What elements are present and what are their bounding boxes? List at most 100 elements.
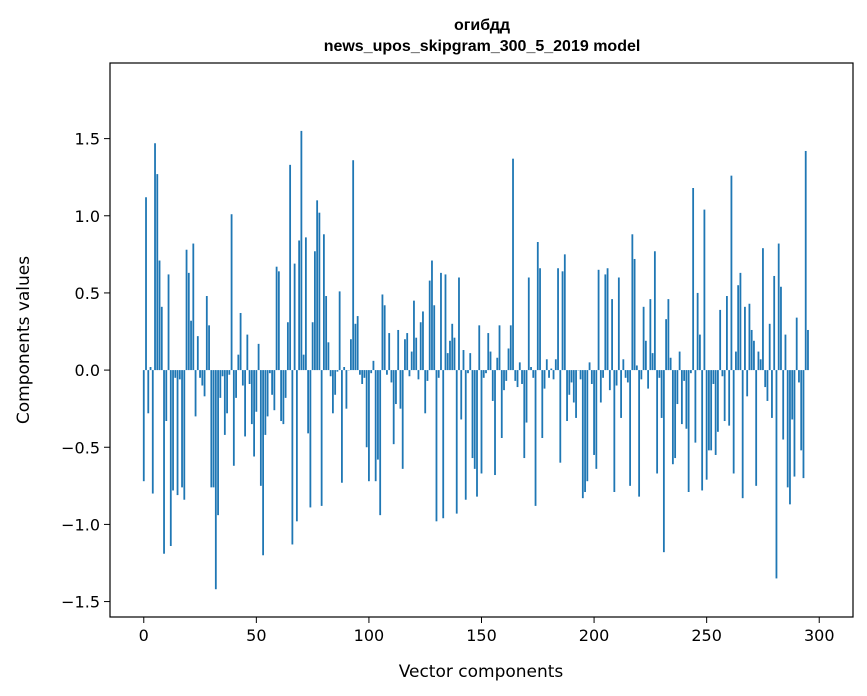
- bar-57: [271, 370, 274, 395]
- bar-208: [611, 299, 613, 371]
- bar-58: [273, 370, 276, 411]
- bar-152: [485, 370, 487, 374]
- bar-293: [802, 370, 805, 479]
- bar-87: [338, 291, 341, 371]
- bar-280: [773, 275, 776, 371]
- x-tick-label: 100: [354, 626, 385, 645]
- bar-239: [680, 370, 683, 425]
- bar-264: [737, 285, 740, 371]
- bar-109: [388, 333, 391, 371]
- y-tick-label: 1.0: [75, 207, 100, 226]
- bar-99: [365, 370, 368, 448]
- bar-3: [149, 367, 152, 371]
- bar-160: [503, 370, 505, 391]
- x-tick-label: 50: [246, 626, 266, 645]
- bar-127: [428, 280, 431, 371]
- bar-182: [552, 370, 555, 380]
- bar-266: [741, 370, 744, 499]
- bar-10: [165, 370, 168, 422]
- bar-249: [703, 209, 706, 371]
- bar-119: [410, 351, 413, 371]
- bar-92: [350, 339, 352, 371]
- bar-39: [230, 214, 233, 371]
- bar-27: [203, 370, 206, 397]
- bar-32: [214, 370, 217, 590]
- bar-271: [753, 340, 755, 371]
- bar-251: [708, 370, 710, 451]
- bar-79: [320, 370, 323, 506]
- chart-title: огибдд: [454, 17, 510, 34]
- bar-284: [782, 370, 785, 440]
- bar-100: [368, 370, 370, 482]
- bar-105: [379, 370, 382, 516]
- bar-96: [359, 370, 361, 375]
- bar-6: [156, 174, 159, 371]
- bar-286: [786, 370, 789, 488]
- bar-145: [469, 353, 472, 371]
- bar-148: [476, 370, 478, 497]
- bar-273: [757, 351, 760, 371]
- bar-186: [561, 271, 564, 371]
- bar-199: [590, 370, 593, 384]
- bar-97: [361, 370, 364, 384]
- bar-114: [399, 370, 402, 409]
- bar-67: [293, 263, 296, 371]
- bar-37: [226, 370, 228, 414]
- bar-184: [557, 268, 559, 371]
- bar-77: [316, 200, 319, 371]
- bar-153: [487, 333, 490, 371]
- bar-248: [701, 370, 704, 491]
- bar-94: [354, 323, 357, 371]
- bar-38: [228, 370, 231, 375]
- bar-93: [352, 160, 355, 371]
- y-tick-label: −0.5: [61, 438, 100, 457]
- bar-106: [381, 294, 384, 371]
- bar-171: [527, 277, 530, 371]
- x-axis-ticks: 0 50 100 150 200 250 300: [139, 617, 835, 645]
- bar-43: [239, 312, 242, 371]
- bar-81: [325, 296, 328, 371]
- bar-134: [444, 274, 447, 371]
- bar-183: [554, 359, 557, 371]
- bar-156: [494, 370, 496, 476]
- bar-212: [620, 370, 622, 418]
- bar-215: [626, 370, 629, 383]
- bar-268: [746, 370, 749, 397]
- bar-80: [322, 234, 325, 371]
- bar-207: [608, 370, 611, 391]
- bar-73: [307, 370, 310, 434]
- bar-75: [311, 322, 314, 371]
- bar-289: [793, 370, 796, 477]
- bar-232: [665, 319, 668, 371]
- bar-41: [235, 370, 237, 398]
- bar-290: [795, 317, 798, 371]
- bar-13: [172, 370, 174, 491]
- bar-243: [689, 370, 692, 374]
- bar-234: [669, 357, 672, 371]
- bar-44: [241, 370, 244, 386]
- bar-195: [581, 370, 584, 499]
- bar-227: [653, 251, 656, 371]
- bar-66: [291, 370, 294, 545]
- bar-113: [397, 329, 400, 371]
- bar-263: [735, 351, 737, 371]
- bar-29: [208, 325, 210, 371]
- y-tick-label: 1.5: [75, 130, 100, 149]
- bar-224: [647, 370, 650, 389]
- bar-110: [390, 370, 393, 383]
- bar-19: [185, 249, 188, 371]
- bar-28: [205, 296, 208, 371]
- bar-48: [250, 370, 253, 425]
- bar-135: [446, 353, 449, 371]
- bar-173: [532, 370, 535, 378]
- bar-122: [417, 370, 420, 380]
- bar-283: [780, 286, 782, 371]
- bar-60: [277, 271, 280, 371]
- bar-22: [192, 243, 195, 371]
- y-tick-label: 0.5: [75, 284, 100, 303]
- bar-24: [196, 336, 199, 371]
- bar-35: [221, 370, 224, 377]
- bar-40: [232, 370, 235, 466]
- bar-179: [545, 359, 548, 371]
- bar-154: [489, 351, 492, 371]
